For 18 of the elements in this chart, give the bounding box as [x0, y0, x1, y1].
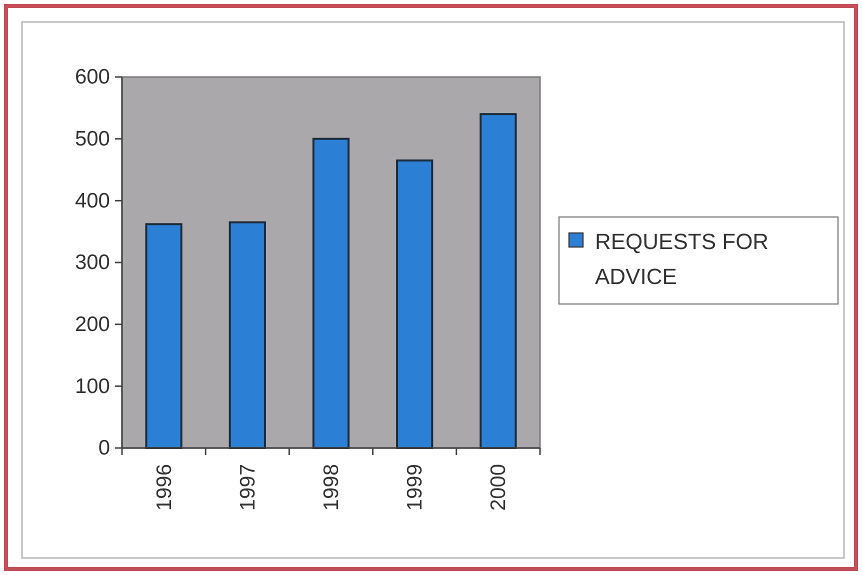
x-tick-label: 2000 — [487, 464, 510, 511]
bar — [145, 223, 182, 449]
bar — [312, 138, 350, 449]
y-tick-label: 0 — [98, 436, 110, 460]
x-tick-label: 1997 — [236, 464, 260, 511]
bar — [480, 113, 517, 449]
y-tick-label: 500 — [74, 128, 110, 151]
bar — [396, 159, 434, 449]
y-tick-label: 600 — [74, 66, 110, 89]
y-tick-label: 100 — [74, 374, 110, 398]
x-tick-label: 1996 — [152, 464, 176, 511]
y-tick-label: 200 — [74, 313, 110, 336]
x-tick-label: 1998 — [320, 464, 343, 511]
bar — [228, 221, 266, 449]
y-tick-label: 400 — [74, 189, 110, 212]
legend-label: REQUESTS FOR ADVICE — [595, 229, 769, 289]
x-tick-label: 1999 — [404, 464, 427, 511]
y-tick-label: 300 — [74, 251, 110, 274]
